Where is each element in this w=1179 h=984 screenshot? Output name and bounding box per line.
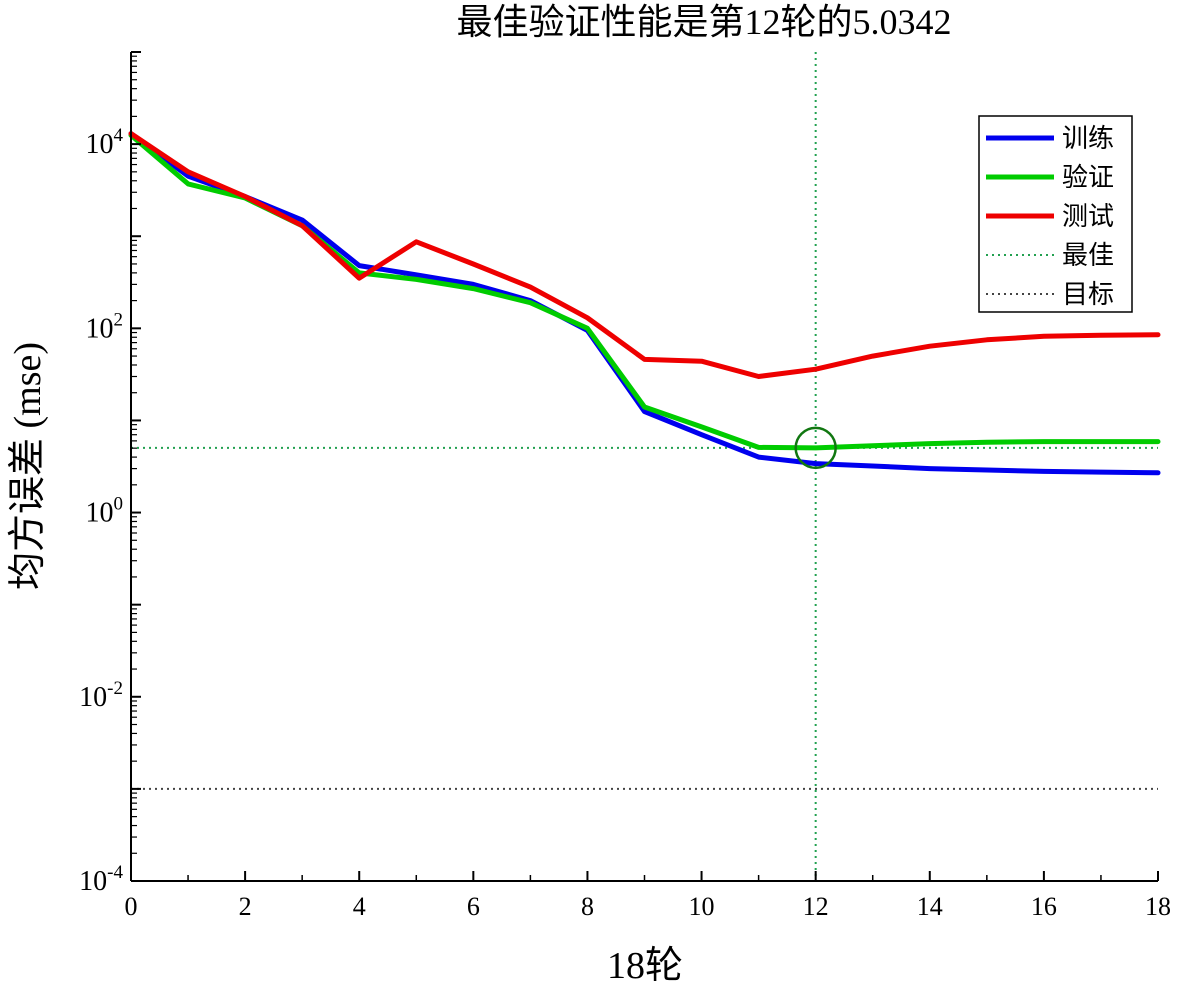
y-tick-label: 100	[86, 494, 124, 529]
y-tick-label: 10-4	[79, 862, 123, 897]
axes: 0 2 4 6 8 10 12 14 16 18 10-4 10-2 100 102 104	[79, 51, 1171, 921]
legend-label: 训练	[1062, 124, 1114, 153]
series-lines	[128, 131, 1161, 476]
x-tick-label: 2	[239, 892, 252, 921]
series-line-训练	[128, 131, 1161, 476]
legend-label: 目标	[1062, 280, 1114, 309]
x-tick-label: 4	[353, 892, 366, 921]
reference-lines	[131, 52, 1158, 881]
plot-area	[128, 52, 1161, 881]
y-axis-label: 均方误差 (mse)	[7, 342, 49, 590]
x-axis-label: 18轮	[607, 945, 683, 984]
x-tick-label: 12	[803, 892, 829, 921]
y-tick-label: 104	[86, 125, 124, 160]
y-tick-label: 102	[86, 309, 124, 344]
chart-title: 最佳验证性能是第12轮的5.0342	[456, 2, 951, 42]
y-ticks: 10-4 10-2 100 102 104	[79, 51, 141, 897]
x-ticks: 0 2 4 6 8 10 12 14 16 18	[125, 871, 1171, 921]
series-line-测试	[128, 131, 1161, 379]
x-tick-label: 8	[581, 892, 594, 921]
legend-label: 最佳	[1062, 241, 1114, 270]
x-tick-label: 14	[917, 892, 943, 921]
x-tick-label: 18	[1145, 892, 1171, 921]
legend-label: 测试	[1062, 202, 1114, 231]
x-tick-label: 0	[125, 892, 138, 921]
best-point-marker	[794, 426, 837, 470]
x-tick-label: 6	[467, 892, 480, 921]
x-tick-label: 10	[689, 892, 715, 921]
y-tick-label: 10-2	[79, 678, 123, 713]
legend-label: 验证	[1062, 163, 1114, 192]
x-tick-label: 16	[1031, 892, 1057, 921]
